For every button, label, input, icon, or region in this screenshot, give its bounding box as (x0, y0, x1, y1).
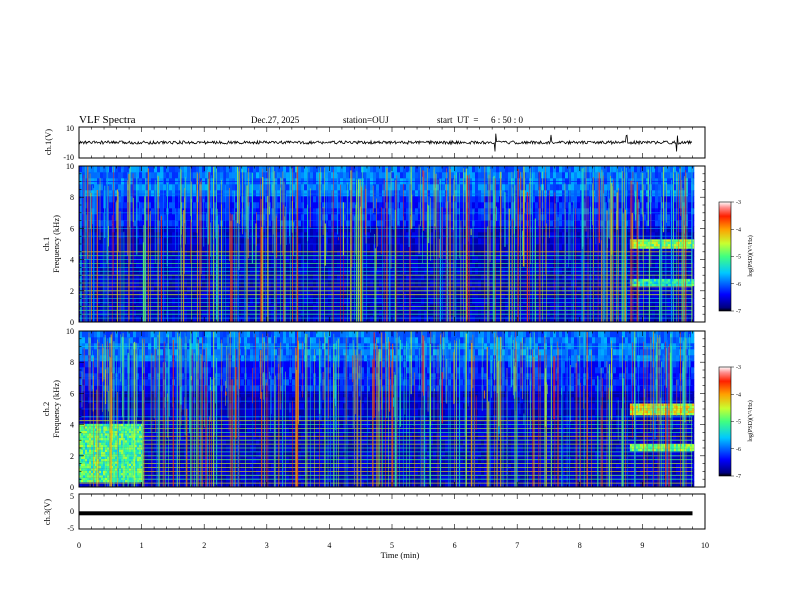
ch3-waveform-panel: 5 0 -5 ch.3(V) 0 1 2 3 4 5 6 7 8 9 10 Time (min) (42, 492, 709, 560)
freq-tick-label: 2 (70, 452, 74, 461)
freq-tick-label: 2 (70, 287, 74, 296)
start-time-value: 6 : 50 : 0 (491, 115, 524, 125)
freq-tick-label: 10 (66, 327, 74, 336)
colorbar-tick-label: -6 (736, 447, 741, 453)
ch3-ytick-mid: 0 (70, 507, 74, 516)
spectrogram-sferics (80, 166, 693, 322)
ch1-spec-ylabel: Frequency (kHz) (51, 215, 61, 273)
colorbar-tick-label: -5 (736, 420, 741, 426)
ch1-waveform-trace (78, 133, 693, 152)
ch3-ytick-bottom: -5 (67, 524, 74, 533)
freq-tick-label: 4 (70, 256, 74, 265)
ch2-spectrogram-heatmap (79, 331, 695, 487)
ch1-ytick-bottom: -10 (63, 153, 74, 162)
xtick-label: 6 (453, 541, 457, 550)
xtick-label: 9 (640, 541, 644, 550)
ch1-waveform-ylabel: ch.1(V) (43, 129, 53, 155)
ch1-spec-ylabel-channel: ch.1 (41, 237, 51, 251)
ch1-waveform-panel: 10 -10 ch.1(V) (43, 124, 706, 162)
ch2-spectrogram-panel: 0 2 4 6 8 10 ch.2 Frequency (kHz) (41, 327, 706, 492)
ch3-waveform-trace (79, 511, 693, 516)
xtick-label: 1 (140, 541, 144, 550)
spectrogram-sferics (81, 331, 692, 487)
xtick-label: 10 (701, 541, 709, 550)
xtick-label: 4 (327, 541, 331, 550)
xtick-label: 0 (77, 541, 81, 550)
ch1-ytick-top: 10 (66, 124, 74, 133)
colorbar-tick-label: -5 (736, 255, 741, 261)
xtick-label: 5 (390, 541, 394, 550)
ch1-spectrogram-panel: 0 2 4 6 8 10 ch.1 Frequency (kHz) (41, 162, 706, 327)
ch2-colorbar-label: log(PSD)(V²/Hz) (747, 400, 754, 441)
ch1-colorbar-label: log(PSD)(V²/Hz) (747, 235, 754, 276)
colorbar-tick-label: -7 (736, 474, 741, 480)
colorbar-tick-label: -6 (736, 282, 741, 288)
figure-title: VLF Spectra (79, 114, 136, 126)
freq-tick-label: 0 (70, 483, 74, 492)
freq-tick-label: 6 (70, 224, 74, 233)
freq-tick-label: 10 (66, 162, 74, 171)
time-axis-label: Time (min) (381, 550, 420, 560)
ch2-spec-ylabel-channel: ch.2 (41, 402, 51, 416)
freq-tick-label: 4 (70, 421, 74, 430)
freq-tick-label: 8 (70, 193, 74, 202)
xtick-label: 7 (515, 541, 519, 550)
colorbar-tick-label: -3 (736, 365, 741, 371)
ch2-spec-ylabel: Frequency (kHz) (51, 380, 61, 438)
start-ut-label: start UT = (437, 115, 478, 125)
freq-tick-label: 8 (70, 358, 74, 367)
ch3-ytick-top: 5 (70, 492, 74, 501)
station-label: station=OUJ (343, 115, 389, 125)
colorbar-tick-label: -4 (736, 392, 741, 398)
freq-tick-label: 0 (70, 318, 74, 327)
xtick-label: 2 (202, 541, 206, 550)
xtick-label: 3 (265, 541, 269, 550)
ch3-waveform-ylabel: ch.3(V) (42, 499, 52, 525)
freq-tick-label: 6 (70, 389, 74, 398)
colorbar-tick-label: -7 (736, 309, 741, 315)
ch1-colorbar: -3 -4 -5 -6 -7 log(PSD)(V²/Hz) (718, 200, 754, 315)
xtick-label: 8 (578, 541, 582, 550)
colorbar-tick-label: -3 (736, 200, 741, 206)
date-label: Dec.27, 2025 (251, 115, 300, 125)
colorbar-tick-label: -4 (736, 227, 741, 233)
ch1-spectrogram-heatmap (79, 166, 695, 322)
ch2-colorbar: -3 -4 -5 -6 -7 log(PSD)(V²/Hz) (718, 365, 754, 480)
